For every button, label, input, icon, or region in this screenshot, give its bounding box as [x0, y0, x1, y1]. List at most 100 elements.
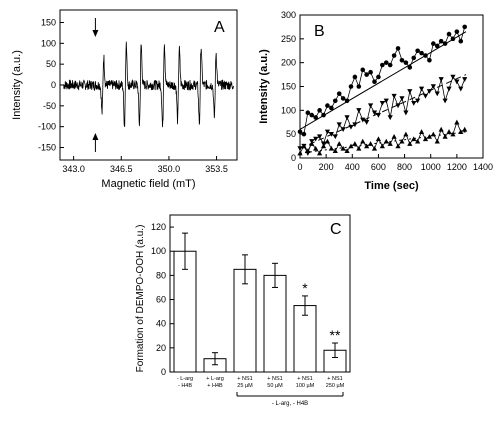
- data-point-triangle-down: [450, 74, 456, 80]
- data-point-triangle-down: [415, 98, 421, 104]
- data-point-triangle-up: [317, 150, 323, 156]
- y-tick-label: 200: [281, 58, 296, 68]
- y-tick-label: 50: [286, 129, 296, 139]
- data-point-triangle-down: [458, 86, 464, 92]
- y-tick-label: 40: [156, 319, 166, 329]
- panel-b-letter: B: [314, 23, 325, 40]
- data-point-triangle-up: [399, 138, 405, 144]
- category-label: - H4B: [178, 383, 192, 389]
- panel-b-xlabel: Time (sec): [364, 180, 419, 192]
- y-tick-label: 100: [41, 38, 56, 48]
- data-point-triangle-up: [418, 129, 425, 134]
- data-point-circle: [380, 62, 385, 68]
- x-tick-label: 1400: [473, 162, 493, 172]
- data-point-circle: [446, 31, 452, 37]
- category-label: 50 µM: [267, 383, 283, 389]
- data-point-triangle-up: [442, 133, 448, 139]
- data-point-circle: [340, 96, 346, 101]
- y-tick-label: 0: [291, 153, 296, 163]
- data-point-triangle-up: [364, 143, 370, 149]
- data-point-triangle-up: [367, 141, 374, 146]
- data-point-triangle-down: [403, 110, 409, 116]
- y-tick-label: 60: [156, 295, 166, 305]
- group-label: - L-arg, - H4B: [272, 401, 308, 407]
- data-point-triangle-down: [364, 120, 370, 125]
- data-point-triangle-down: [442, 98, 448, 104]
- data-point-triangle-up: [450, 131, 456, 137]
- series-line: [299, 121, 465, 154]
- data-point-triangle-up: [395, 143, 401, 149]
- data-point-circle: [376, 74, 381, 80]
- data-point-circle: [411, 55, 417, 61]
- arrow-down-head-icon: [92, 30, 99, 37]
- data-point-triangle-up: [297, 150, 303, 156]
- data-point-circle: [391, 53, 397, 58]
- data-point-circle: [395, 46, 401, 51]
- data-point-circle: [325, 103, 330, 108]
- data-point-circle: [352, 74, 358, 80]
- data-point-triangle-down: [371, 110, 378, 116]
- significance-mark: *: [302, 280, 308, 296]
- panel-b-ticks: 0 200 400 600 800 1000 1200 1400 0 50 100 150 200 250…: [281, 10, 493, 172]
- y-tick-label: 300: [281, 10, 296, 20]
- panel-c-ylabel: Formation of DEMPO-OOH (a.u.): [135, 225, 146, 373]
- data-point-circle: [332, 98, 338, 104]
- data-point-triangle-down: [430, 84, 436, 90]
- data-point-triangle-down: [418, 86, 425, 92]
- data-point-triangle-up: [375, 136, 382, 142]
- x-tick-label: 1000: [421, 162, 441, 172]
- data-point-circle: [336, 91, 342, 96]
- data-point-triangle-up: [328, 145, 334, 151]
- panel-a-xlabel: Magnetic field (mT): [101, 178, 195, 190]
- panel-a-spectrum: [63, 41, 234, 128]
- data-point-triangle-down: [462, 77, 468, 82]
- data-point-triangle-down: [391, 93, 397, 99]
- panel-c-ticks: 0 20 40 60 80 100 120 - L-arg- H4B + L-arg+ H4B +…: [151, 222, 345, 407]
- data-point-triangle-up: [383, 138, 389, 144]
- data-point-triangle-up: [415, 138, 421, 144]
- y-tick-label: -50: [43, 101, 56, 111]
- data-point-triangle-down: [407, 89, 413, 94]
- data-point-triangle-up: [305, 148, 311, 154]
- data-point-triangle-up: [348, 143, 354, 149]
- data-point-triangle-up: [426, 133, 433, 139]
- data-point-circle: [305, 110, 311, 116]
- data-point-triangle-up: [462, 126, 468, 132]
- x-tick-label: 353.5: [205, 164, 228, 174]
- data-point-triangle-down: [352, 122, 358, 128]
- fit-line: [299, 74, 467, 149]
- y-tick-label: 150: [41, 18, 56, 28]
- category-label: 25 µM: [237, 383, 253, 389]
- data-point-circle: [372, 79, 377, 85]
- data-point-circle: [348, 84, 354, 89]
- y-tick-label: 100: [151, 246, 166, 256]
- y-tick-label: 0: [161, 367, 166, 377]
- category-label: 100 µM: [296, 383, 315, 389]
- data-point-triangle-up: [332, 148, 338, 154]
- y-tick-label: -150: [38, 143, 56, 153]
- data-point-circle: [360, 67, 366, 73]
- data-point-circle: [329, 105, 334, 111]
- data-point-triangle-up: [371, 145, 378, 151]
- panel-a-ylabel: Intensity (a.u.): [11, 50, 23, 120]
- panel-a: 343.0 346.5 350.0 353.5 150 100 50 0 -50 -100 -150…: [11, 9, 238, 190]
- data-point-circle: [403, 60, 409, 65]
- x-tick-label: 200: [319, 162, 334, 172]
- data-point-triangle-up: [301, 143, 307, 149]
- x-tick-label: 343.0: [62, 164, 85, 174]
- data-point-triangle-up: [403, 131, 409, 137]
- data-point-triangle-up: [340, 145, 346, 151]
- spectrum-line: [63, 41, 234, 128]
- y-tick-label: -100: [38, 122, 56, 132]
- data-point-triangle-up: [434, 138, 440, 144]
- data-point-triangle-up: [446, 129, 452, 134]
- data-point-triangle-down: [446, 86, 452, 92]
- data-point-triangle-down: [317, 134, 323, 140]
- data-point-triangle-down: [375, 112, 382, 118]
- data-point-triangle-up: [379, 143, 385, 149]
- panel-c-letter: C: [330, 221, 342, 238]
- data-point-triangle-up: [352, 141, 358, 146]
- data-point-triangle-down: [383, 98, 389, 104]
- data-point-triangle-down: [348, 124, 354, 130]
- data-point-triangle-down: [387, 115, 393, 121]
